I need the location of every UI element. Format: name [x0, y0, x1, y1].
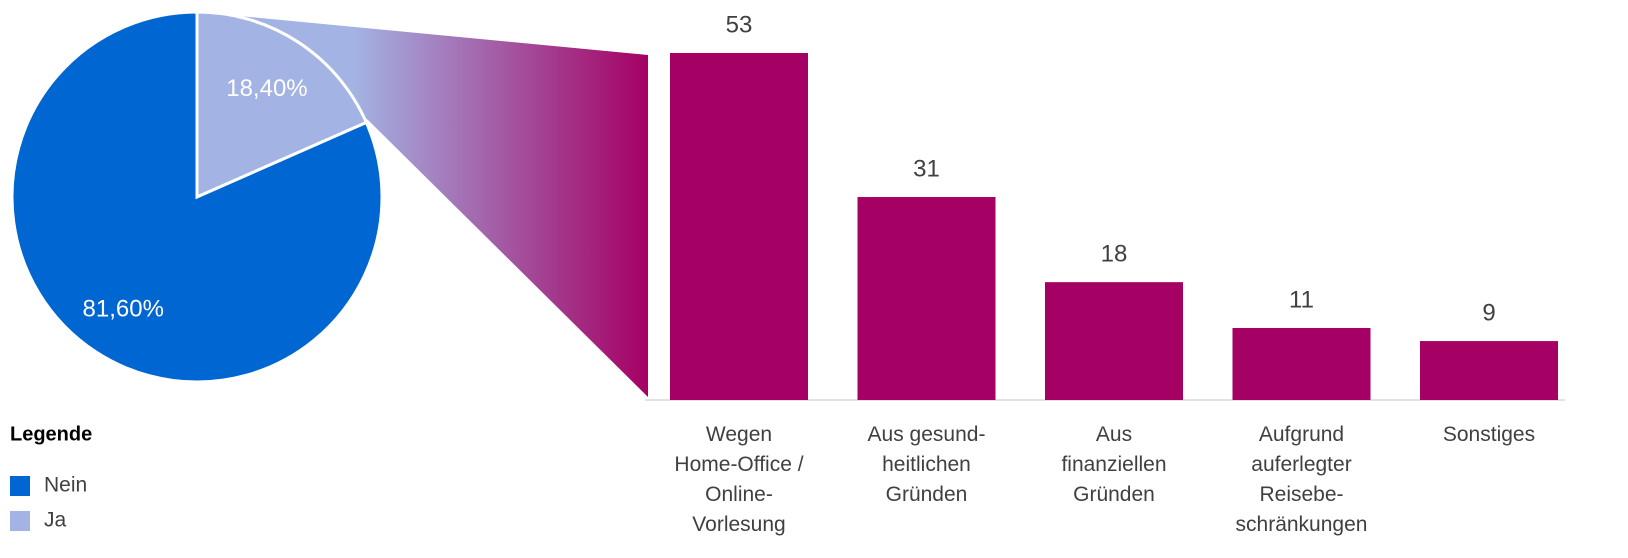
x-tick-line: Sonstiges — [1443, 423, 1535, 446]
x-tick-line: Aufgrund — [1259, 423, 1344, 446]
x-tick-line: finanziellen — [1061, 453, 1166, 476]
x-tick-label: Wegen Home-Office / Online- Vorlesung — [674, 423, 803, 536]
x-tick-line: schränkungen — [1236, 513, 1368, 536]
pie-slice — [195, 10, 369, 200]
bar — [670, 53, 808, 400]
x-tick-line: Gründen — [1073, 483, 1155, 506]
x-tick-line: Aus — [1096, 423, 1132, 446]
value-label: 9 — [1482, 299, 1495, 326]
slice-label: 81,60% — [83, 295, 164, 322]
value-label: 18 — [1101, 240, 1128, 267]
legend-label: Ja — [44, 509, 67, 532]
legend-swatch — [10, 476, 30, 496]
x-tick-line: Online- — [705, 483, 773, 506]
x-tick-line: heitlichen — [882, 453, 971, 476]
bar — [857, 197, 996, 400]
value-label: 53 — [726, 11, 753, 38]
x-tick-label: Aus finanziellen Gründen — [1061, 423, 1166, 506]
x-tick-line: Home-Office / — [674, 453, 803, 476]
legend-label: Nein — [44, 474, 87, 497]
value-label: 31 — [913, 155, 940, 182]
x-tick-line: Gründen — [886, 483, 968, 506]
slice-label: 18,40% — [226, 75, 307, 102]
bar — [1232, 327, 1371, 400]
x-tick-line: auferlegter — [1251, 453, 1351, 476]
legend-swatch — [10, 511, 30, 531]
x-tick-line: Reisebe- — [1259, 483, 1343, 506]
bar — [1420, 341, 1558, 400]
x-tick-label: Sonstiges — [1443, 423, 1535, 446]
x-tick-label: Aufgrund auferlegter Reisebe-schränkungen — [1236, 423, 1368, 536]
value-label: 11 — [1289, 286, 1314, 313]
x-tick-line: Vorlesung — [692, 513, 785, 536]
legend-title: Legende — [10, 423, 92, 445]
bar — [1045, 282, 1183, 400]
connector-band — [197, 12, 648, 397]
x-tick-label: Aus gesund-heitlichen Gründen — [868, 423, 986, 506]
x-tick-line: Wegen — [706, 423, 772, 446]
x-tick-line: Aus gesund- — [868, 423, 986, 446]
pie-slice — [10, 10, 384, 384]
